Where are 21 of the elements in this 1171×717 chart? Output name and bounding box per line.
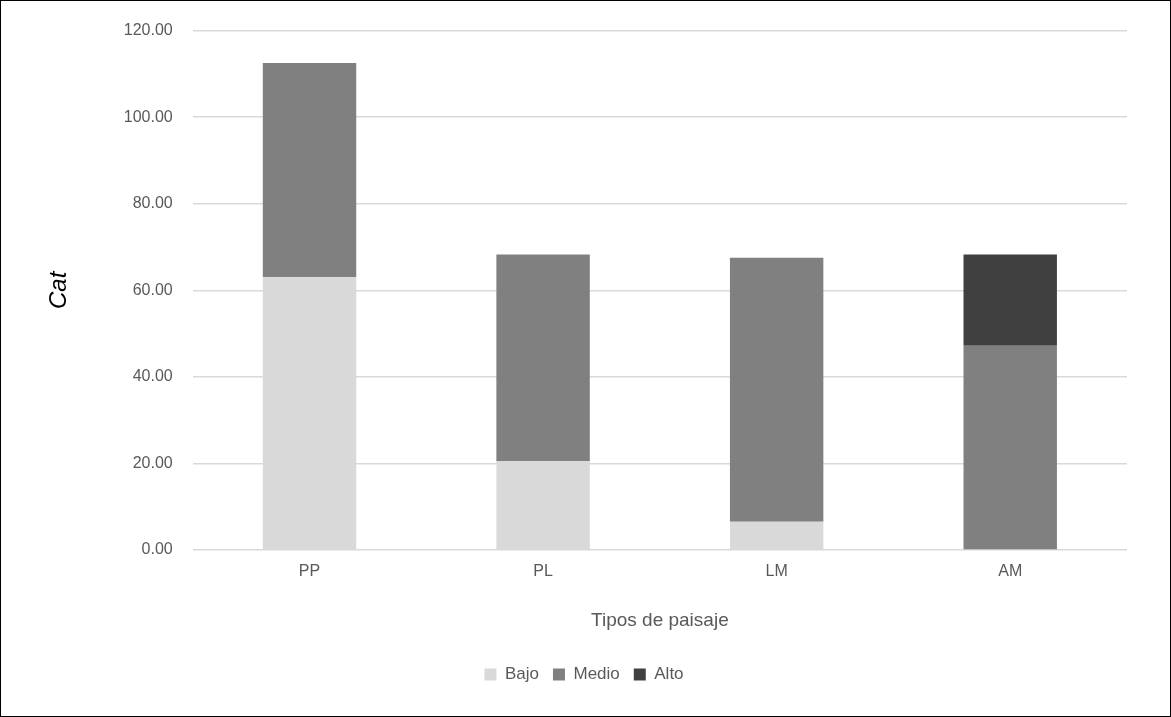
bar — [963, 345, 1057, 550]
y-tick-label: 20.00 — [132, 453, 173, 471]
y-tick-label: 120.00 — [123, 21, 173, 39]
y-tick-label: 80.00 — [132, 194, 173, 212]
x-tick-label: PP — [298, 562, 321, 580]
y-tick-label: 40.00 — [132, 367, 173, 385]
x-axis-title: Tipos de paisaje — [591, 608, 729, 630]
x-tick-label: PL — [533, 562, 553, 580]
bar — [496, 254, 590, 462]
legend-label: Bajo — [504, 664, 539, 684]
legend-label: Medio — [573, 664, 620, 684]
legend-label: Alto — [654, 664, 684, 684]
bar — [963, 254, 1057, 346]
bar — [262, 63, 357, 278]
y-axis-title: Cat — [44, 270, 72, 309]
x-tick-label: AM — [998, 562, 1023, 580]
y-tick-label: 0.00 — [141, 540, 173, 558]
x-tick-label: LM — [765, 562, 788, 580]
bar — [729, 257, 824, 522]
y-tick-label: 100.00 — [123, 107, 173, 125]
y-tick-label: 60.00 — [132, 280, 173, 298]
